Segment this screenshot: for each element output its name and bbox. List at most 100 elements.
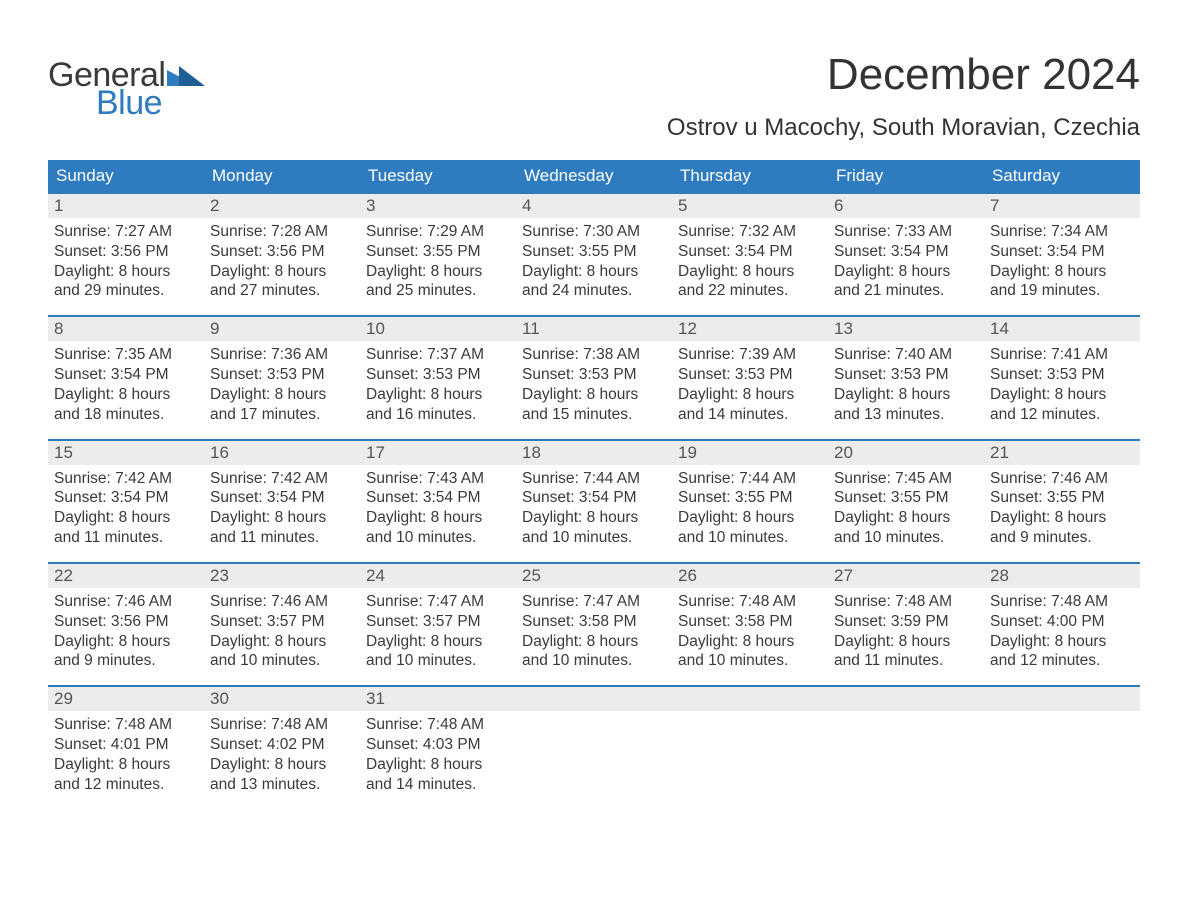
daylight-line-2: and 10 minutes. — [678, 528, 822, 548]
daylight-line-2: and 18 minutes. — [54, 405, 198, 425]
day-number: 28 — [984, 564, 1140, 588]
sunrise-line: Sunrise: 7:29 AM — [366, 222, 510, 242]
calendar-day: 29Sunrise: 7:48 AMSunset: 4:01 PMDayligh… — [48, 687, 204, 808]
calendar-day: 3Sunrise: 7:29 AMSunset: 3:55 PMDaylight… — [360, 194, 516, 315]
sunset-line: Sunset: 3:54 PM — [210, 488, 354, 508]
day-details: Sunrise: 7:37 AMSunset: 3:53 PMDaylight:… — [360, 341, 516, 424]
daylight-line-2: and 14 minutes. — [678, 405, 822, 425]
daylight-line-1: Daylight: 8 hours — [678, 262, 822, 282]
daylight-line-1: Daylight: 8 hours — [678, 385, 822, 405]
day-number: 18 — [516, 441, 672, 465]
sunrise-line: Sunrise: 7:41 AM — [990, 345, 1134, 365]
daylight-line-2: and 21 minutes. — [834, 281, 978, 301]
dow-wednesday: Wednesday — [516, 160, 672, 192]
sunrise-line: Sunrise: 7:42 AM — [210, 469, 354, 489]
calendar-day: 13Sunrise: 7:40 AMSunset: 3:53 PMDayligh… — [828, 317, 984, 438]
daylight-line-2: and 24 minutes. — [522, 281, 666, 301]
daylight-line-1: Daylight: 8 hours — [990, 508, 1134, 528]
daylight-line-2: and 12 minutes. — [990, 651, 1134, 671]
daylight-line-1: Daylight: 8 hours — [522, 385, 666, 405]
day-number — [672, 687, 828, 711]
daylight-line-2: and 13 minutes. — [210, 775, 354, 795]
sunset-line: Sunset: 3:54 PM — [366, 488, 510, 508]
sunset-line: Sunset: 3:54 PM — [678, 242, 822, 262]
daylight-line-2: and 17 minutes. — [210, 405, 354, 425]
logo-triangle-icon — [167, 66, 205, 86]
calendar-day: 23Sunrise: 7:46 AMSunset: 3:57 PMDayligh… — [204, 564, 360, 685]
day-details: Sunrise: 7:28 AMSunset: 3:56 PMDaylight:… — [204, 218, 360, 301]
sunrise-line: Sunrise: 7:30 AM — [522, 222, 666, 242]
daylight-line-1: Daylight: 8 hours — [678, 508, 822, 528]
day-number: 10 — [360, 317, 516, 341]
dow-thursday: Thursday — [672, 160, 828, 192]
sunrise-line: Sunrise: 7:47 AM — [366, 592, 510, 612]
sunset-line: Sunset: 3:56 PM — [54, 612, 198, 632]
day-details: Sunrise: 7:48 AMSunset: 3:59 PMDaylight:… — [828, 588, 984, 671]
sunrise-line: Sunrise: 7:32 AM — [678, 222, 822, 242]
sunset-line: Sunset: 3:53 PM — [366, 365, 510, 385]
day-details: Sunrise: 7:38 AMSunset: 3:53 PMDaylight:… — [516, 341, 672, 424]
day-number: 4 — [516, 194, 672, 218]
daylight-line-2: and 15 minutes. — [522, 405, 666, 425]
calendar-day: 30Sunrise: 7:48 AMSunset: 4:02 PMDayligh… — [204, 687, 360, 808]
sunset-line: Sunset: 4:02 PM — [210, 735, 354, 755]
calendar-day: 8Sunrise: 7:35 AMSunset: 3:54 PMDaylight… — [48, 317, 204, 438]
day-details: Sunrise: 7:48 AMSunset: 4:02 PMDaylight:… — [204, 711, 360, 794]
dow-tuesday: Tuesday — [360, 160, 516, 192]
daylight-line-1: Daylight: 8 hours — [366, 632, 510, 652]
calendar-day — [672, 687, 828, 808]
calendar: Sunday Monday Tuesday Wednesday Thursday… — [48, 160, 1140, 809]
day-number: 25 — [516, 564, 672, 588]
sunrise-line: Sunrise: 7:48 AM — [990, 592, 1134, 612]
day-number: 1 — [48, 194, 204, 218]
daylight-line-2: and 10 minutes. — [834, 528, 978, 548]
daylight-line-1: Daylight: 8 hours — [54, 508, 198, 528]
daylight-line-2: and 12 minutes. — [54, 775, 198, 795]
sunrise-line: Sunrise: 7:48 AM — [366, 715, 510, 735]
calendar-day: 10Sunrise: 7:37 AMSunset: 3:53 PMDayligh… — [360, 317, 516, 438]
sunrise-line: Sunrise: 7:43 AM — [366, 469, 510, 489]
day-number: 17 — [360, 441, 516, 465]
sunset-line: Sunset: 3:55 PM — [990, 488, 1134, 508]
day-details: Sunrise: 7:30 AMSunset: 3:55 PMDaylight:… — [516, 218, 672, 301]
daylight-line-1: Daylight: 8 hours — [210, 262, 354, 282]
calendar-day: 6Sunrise: 7:33 AMSunset: 3:54 PMDaylight… — [828, 194, 984, 315]
calendar-day: 2Sunrise: 7:28 AMSunset: 3:56 PMDaylight… — [204, 194, 360, 315]
sunrise-line: Sunrise: 7:33 AM — [834, 222, 978, 242]
sunset-line: Sunset: 3:54 PM — [54, 365, 198, 385]
sunset-line: Sunset: 3:58 PM — [522, 612, 666, 632]
sunrise-line: Sunrise: 7:47 AM — [522, 592, 666, 612]
dow-friday: Friday — [828, 160, 984, 192]
calendar-day: 21Sunrise: 7:46 AMSunset: 3:55 PMDayligh… — [984, 441, 1140, 562]
daylight-line-2: and 12 minutes. — [990, 405, 1134, 425]
sunset-line: Sunset: 3:53 PM — [678, 365, 822, 385]
day-number: 2 — [204, 194, 360, 218]
day-details: Sunrise: 7:36 AMSunset: 3:53 PMDaylight:… — [204, 341, 360, 424]
calendar-day — [984, 687, 1140, 808]
day-number: 16 — [204, 441, 360, 465]
sunrise-line: Sunrise: 7:45 AM — [834, 469, 978, 489]
sunset-line: Sunset: 3:54 PM — [522, 488, 666, 508]
daylight-line-1: Daylight: 8 hours — [54, 632, 198, 652]
sunset-line: Sunset: 4:00 PM — [990, 612, 1134, 632]
sunset-line: Sunset: 3:56 PM — [54, 242, 198, 262]
day-details: Sunrise: 7:32 AMSunset: 3:54 PMDaylight:… — [672, 218, 828, 301]
daylight-line-1: Daylight: 8 hours — [834, 262, 978, 282]
day-number: 21 — [984, 441, 1140, 465]
day-details: Sunrise: 7:29 AMSunset: 3:55 PMDaylight:… — [360, 218, 516, 301]
sunrise-line: Sunrise: 7:36 AM — [210, 345, 354, 365]
calendar-day: 4Sunrise: 7:30 AMSunset: 3:55 PMDaylight… — [516, 194, 672, 315]
calendar-day: 12Sunrise: 7:39 AMSunset: 3:53 PMDayligh… — [672, 317, 828, 438]
sunset-line: Sunset: 3:59 PM — [834, 612, 978, 632]
daylight-line-1: Daylight: 8 hours — [990, 632, 1134, 652]
day-details: Sunrise: 7:46 AMSunset: 3:55 PMDaylight:… — [984, 465, 1140, 548]
daylight-line-2: and 11 minutes. — [834, 651, 978, 671]
sunset-line: Sunset: 3:54 PM — [834, 242, 978, 262]
sunrise-line: Sunrise: 7:46 AM — [210, 592, 354, 612]
daylight-line-1: Daylight: 8 hours — [834, 385, 978, 405]
sunrise-line: Sunrise: 7:38 AM — [522, 345, 666, 365]
day-details: Sunrise: 7:45 AMSunset: 3:55 PMDaylight:… — [828, 465, 984, 548]
day-details: Sunrise: 7:44 AMSunset: 3:54 PMDaylight:… — [516, 465, 672, 548]
day-number: 11 — [516, 317, 672, 341]
daylight-line-1: Daylight: 8 hours — [834, 508, 978, 528]
